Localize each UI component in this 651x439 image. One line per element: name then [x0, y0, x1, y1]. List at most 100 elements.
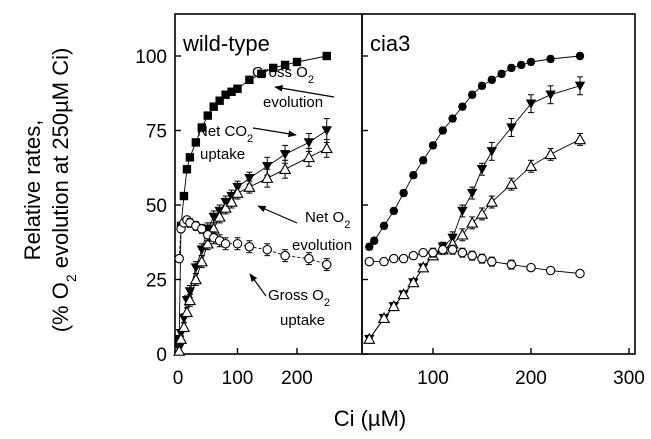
data-point	[398, 253, 409, 264]
data-point	[208, 212, 219, 223]
data-point	[526, 57, 536, 67]
data-point	[320, 142, 333, 154]
data-point	[363, 332, 376, 344]
data-point	[213, 210, 226, 222]
data-point	[399, 188, 408, 198]
data-point	[487, 256, 497, 267]
y-axis-label-line2: (% O2 evolution at 250µM Ci)	[48, 48, 79, 333]
data-point	[524, 159, 538, 172]
data-point	[468, 90, 477, 99]
data-point	[180, 305, 194, 318]
data-point	[279, 150, 291, 160]
data-point	[497, 69, 506, 79]
data-point	[377, 311, 391, 323]
data-point	[257, 69, 266, 79]
data-point	[407, 276, 420, 288]
data-point	[233, 84, 242, 93]
data-point	[243, 180, 256, 192]
data-point	[389, 206, 398, 216]
series-line	[178, 219, 327, 266]
data-point	[278, 162, 292, 174]
data-point	[195, 255, 208, 267]
annotation-gross-o2-uptake-line1: Gross O2	[268, 287, 330, 309]
wild-type-title: wild-type	[182, 31, 270, 56]
data-point	[467, 188, 478, 199]
data-point	[418, 247, 428, 258]
data-point	[505, 177, 518, 189]
annotation-net-o2-evolution-line1: Net O2	[305, 209, 350, 231]
data-point	[179, 191, 189, 201]
arrow-net-co2-uptake	[252, 127, 297, 138]
plot-layer: 0 25 50 75 100 0 100 200 100 200 300	[135, 47, 645, 389]
data-point	[466, 216, 479, 228]
annotation-gross-o2-evolution-line1: Gross O2	[252, 64, 314, 86]
data-point	[303, 138, 315, 148]
data-point	[244, 241, 255, 252]
data-point	[261, 171, 274, 183]
annotation-net-o2-evolution-line2: evolution	[292, 237, 352, 254]
data-point	[507, 63, 516, 73]
y-tick-label: 0	[156, 345, 167, 366]
x-tick-label: 100	[222, 368, 254, 389]
data-point	[225, 195, 238, 207]
data-point	[448, 114, 457, 123]
data-point	[438, 126, 447, 135]
data-point	[191, 138, 201, 147]
annotation-net-co2-uptake-line2: uptake	[200, 146, 245, 163]
x-tick-label: 100	[417, 368, 449, 389]
data-point	[477, 253, 487, 264]
data-point	[475, 207, 489, 219]
data-point	[458, 102, 467, 111]
annotation-gross-o2-uptake-line2: uptake	[280, 312, 325, 329]
data-point	[174, 332, 188, 344]
data-point	[457, 247, 468, 258]
data-point	[232, 238, 243, 249]
data-point	[544, 148, 557, 160]
data-point	[321, 259, 332, 270]
data-point	[185, 153, 195, 162]
data-point	[486, 147, 497, 157]
data-point	[245, 75, 254, 85]
annotation-net-co2-uptake-line1: Net CO2	[197, 123, 253, 145]
data-point	[476, 165, 488, 175]
x-tick-label: 200	[515, 368, 547, 389]
data-point	[304, 253, 314, 264]
data-point	[262, 244, 272, 255]
data-point	[389, 253, 399, 264]
cia3-title: cia3	[370, 31, 410, 56]
y-axis-label-line1: Relative rates,	[20, 120, 45, 261]
data-point	[227, 87, 236, 96]
data-point	[174, 253, 184, 264]
data-point	[525, 99, 537, 109]
y-tick-label: 50	[146, 196, 167, 217]
data-point	[487, 75, 496, 85]
data-point	[365, 242, 374, 251]
data-point	[321, 126, 332, 136]
data-point	[409, 171, 418, 180]
data-point	[183, 294, 197, 306]
y-tick-label: 75	[146, 122, 167, 143]
data-point	[545, 90, 556, 100]
data-point	[292, 57, 302, 67]
data-point	[189, 273, 202, 285]
data-point	[408, 250, 419, 261]
x-axis-label: Ci (µM)	[334, 406, 407, 431]
y-tick-label: 100	[135, 47, 167, 68]
data-point	[387, 299, 400, 312]
data-point	[575, 51, 585, 61]
annotation-gross-o2-evolution-line2: evolution	[263, 94, 323, 111]
data-point	[173, 344, 186, 356]
data-point	[428, 247, 438, 258]
series-line	[368, 138, 581, 340]
data-point	[447, 244, 458, 255]
data-point	[209, 102, 218, 111]
y-tick-label: 25	[146, 271, 167, 292]
cia3-panel-frame	[361, 13, 636, 355]
data-point	[417, 261, 430, 273]
data-point	[457, 206, 468, 217]
data-point	[477, 81, 487, 91]
arrow-net-o2-evolution	[257, 205, 298, 224]
data-point	[574, 81, 586, 91]
data-point	[546, 54, 555, 64]
